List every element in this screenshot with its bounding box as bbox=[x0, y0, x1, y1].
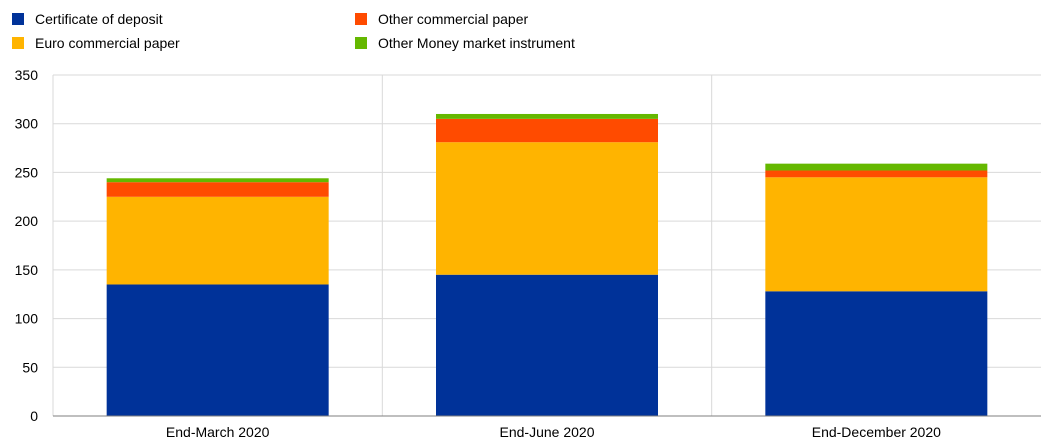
bar-euro-commercial-paper-end-december-2020 bbox=[765, 177, 988, 292]
legend-item-other-money-market-instrument: Other Money market instrument bbox=[355, 35, 575, 51]
legend-swatch-euro-commercial-paper bbox=[12, 37, 24, 49]
bar-other-commercial-paper-end-june-2020 bbox=[436, 118, 658, 143]
legend-label-other-commercial-paper: Other commercial paper bbox=[378, 11, 529, 27]
bar-euro-commercial-paper-end-june-2020 bbox=[436, 142, 658, 275]
legend-item-other-commercial-paper: Other commercial paper bbox=[355, 11, 529, 27]
bar-other-commercial-paper-end-december-2020 bbox=[765, 170, 988, 178]
legend-label-certificate-of-deposit: Certificate of deposit bbox=[35, 11, 163, 27]
y-tick-label-100: 100 bbox=[15, 311, 39, 327]
legend-swatch-certificate-of-deposit bbox=[12, 13, 24, 25]
bar-certificate-of-deposit-end-june-2020 bbox=[436, 274, 658, 416]
bar-stack-end-june-2020 bbox=[436, 113, 658, 416]
bar-other-money-market-instrument-end-december-2020 bbox=[765, 163, 988, 171]
bar-certificate-of-deposit-end-march-2020 bbox=[106, 284, 329, 416]
legend-swatch-other-commercial-paper bbox=[355, 13, 367, 25]
bars bbox=[106, 113, 988, 416]
legend-swatch-other-money-market-instrument bbox=[355, 37, 367, 49]
y-tick-label-150: 150 bbox=[15, 262, 39, 278]
bar-other-commercial-paper-end-march-2020 bbox=[106, 182, 329, 197]
x-tick-label-end-december-2020: End-December 2020 bbox=[812, 424, 941, 440]
x-axis: End-March 2020 End-June 2020 End-December … bbox=[53, 415, 1041, 440]
legend-item-certificate-of-deposit: Certificate of deposit bbox=[12, 11, 163, 27]
y-tick-label-250: 250 bbox=[15, 164, 39, 180]
legend: Certificate of deposit Euro commercial pa… bbox=[12, 11, 575, 51]
y-tick-label-350: 350 bbox=[15, 67, 39, 83]
y-tick-label-300: 300 bbox=[15, 116, 39, 132]
y-axis: 0 50 100 150 200 250 300 350 bbox=[15, 67, 39, 424]
bar-stack-end-december-2020 bbox=[765, 163, 988, 416]
y-tick-label-200: 200 bbox=[15, 213, 39, 229]
bar-stack-end-march-2020 bbox=[106, 178, 329, 416]
y-tick-label-0: 0 bbox=[30, 408, 38, 424]
x-tick-label-end-march-2020: End-March 2020 bbox=[166, 424, 270, 440]
legend-label-other-money-market-instrument: Other Money market instrument bbox=[378, 35, 575, 51]
legend-item-euro-commercial-paper: Euro commercial paper bbox=[12, 35, 180, 51]
bar-other-money-market-instrument-end-june-2020 bbox=[436, 113, 658, 119]
bar-certificate-of-deposit-end-december-2020 bbox=[765, 291, 988, 416]
bar-other-money-market-instrument-end-march-2020 bbox=[106, 178, 329, 183]
y-tick-label-50: 50 bbox=[22, 359, 38, 375]
bar-euro-commercial-paper-end-march-2020 bbox=[106, 196, 329, 285]
legend-label-euro-commercial-paper: Euro commercial paper bbox=[35, 35, 180, 51]
x-tick-label-end-june-2020: End-June 2020 bbox=[500, 424, 595, 440]
